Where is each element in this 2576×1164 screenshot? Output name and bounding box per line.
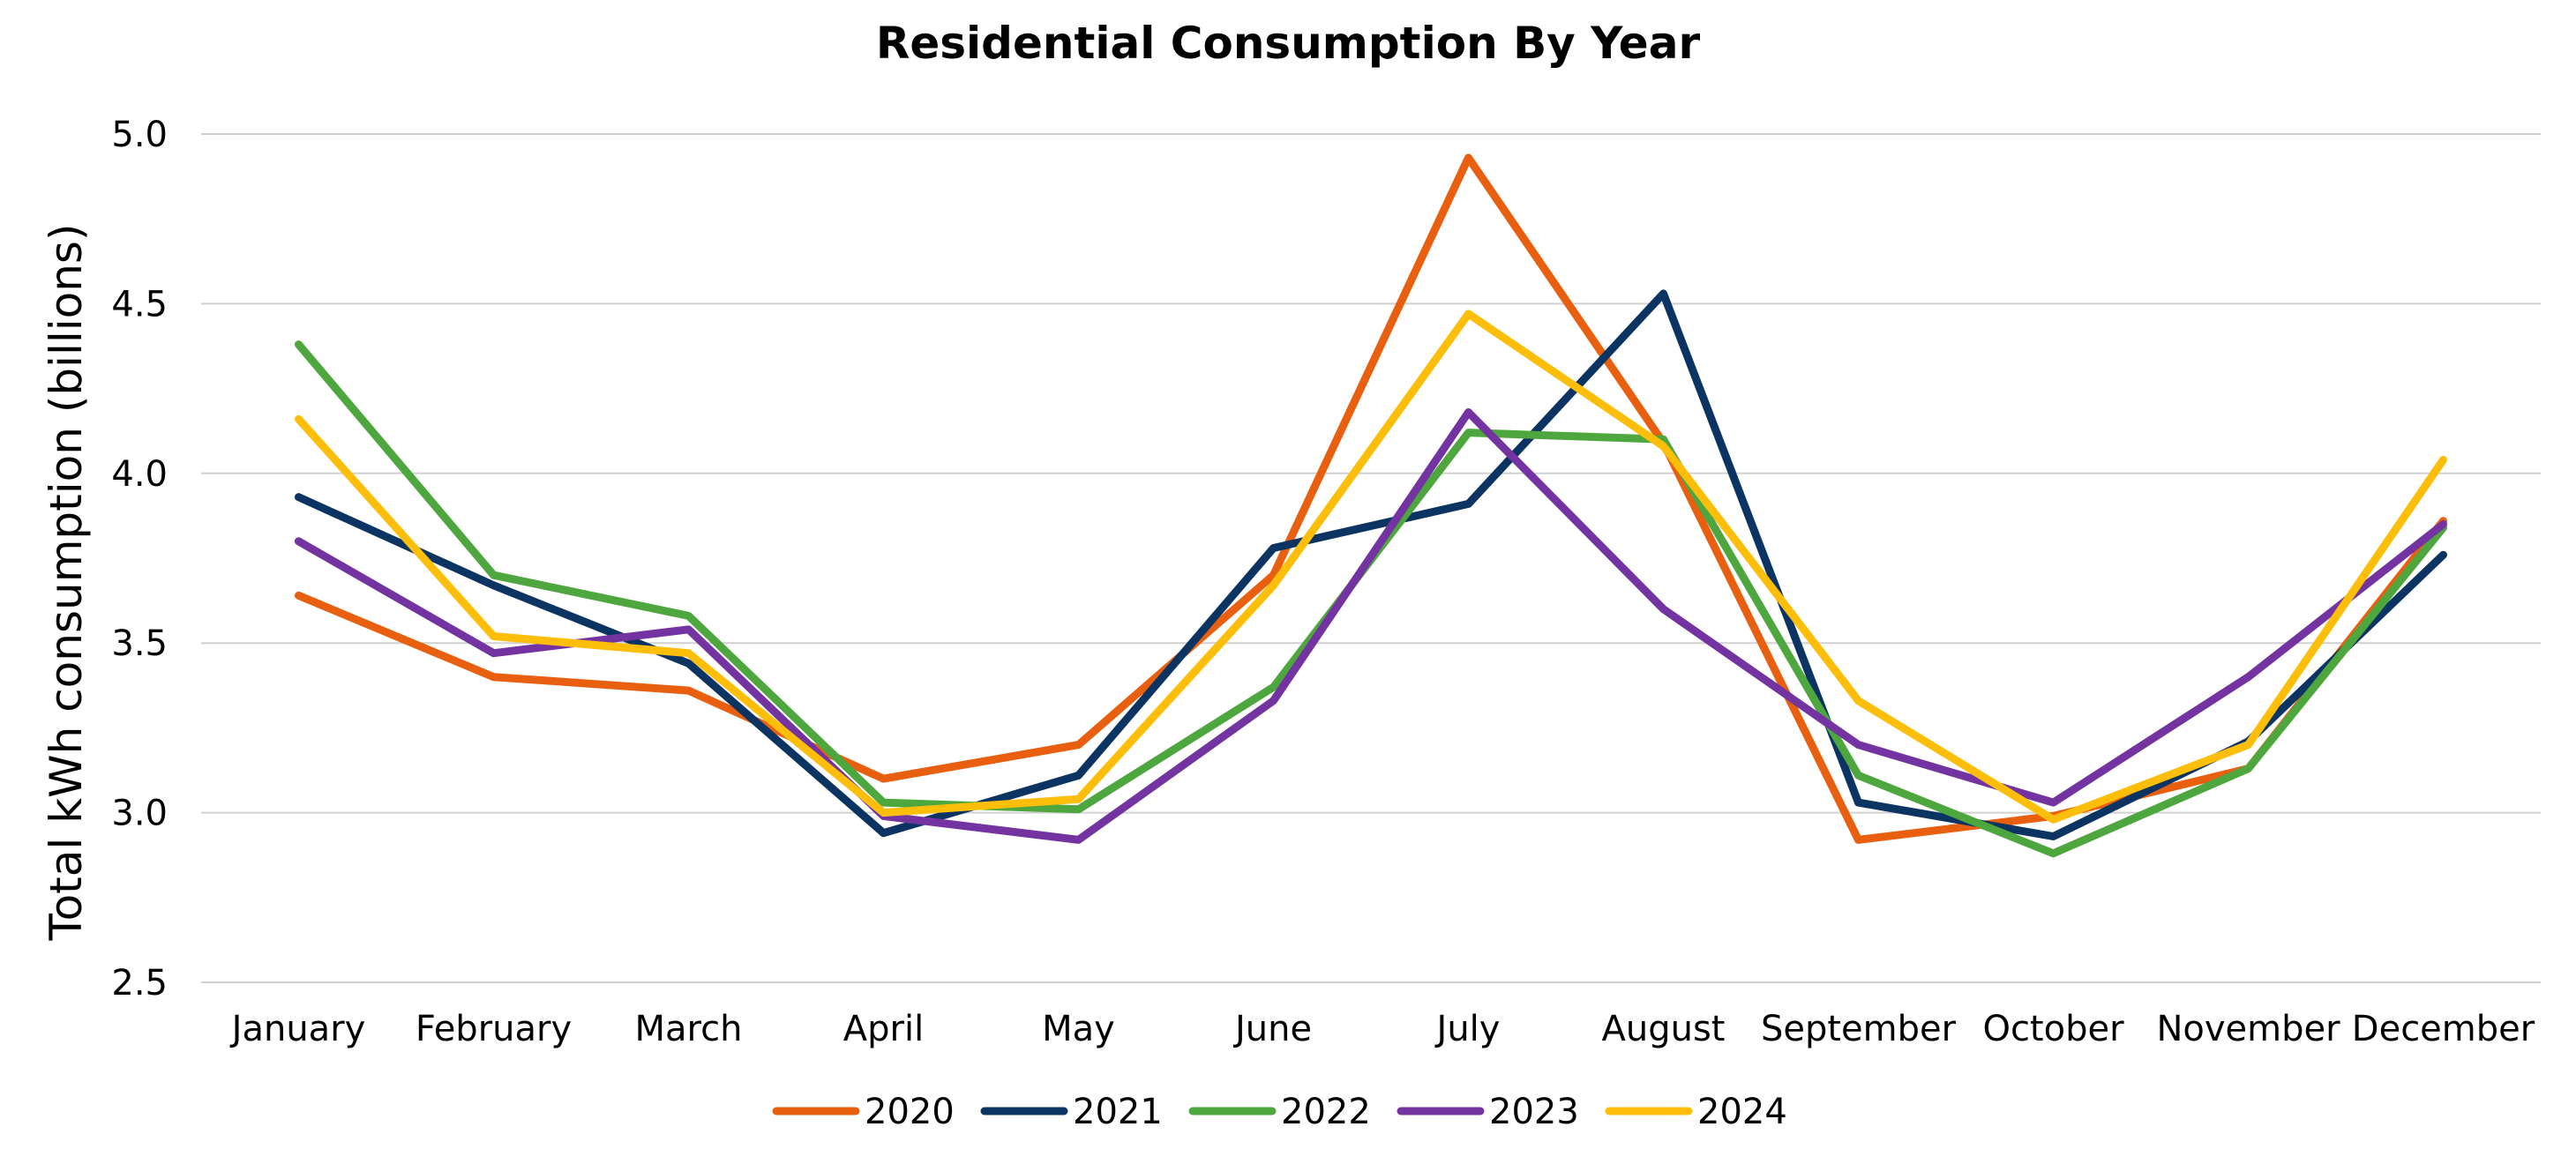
series-line-2023: [295, 408, 2447, 844]
x-tick-label: February: [416, 1009, 572, 1049]
y-axis-label: Total kWh consumption (billions): [41, 224, 92, 942]
x-tick-label: April: [843, 1009, 924, 1049]
series-line-2022: [295, 340, 2447, 858]
y-tick-label: 2.5: [111, 963, 168, 1004]
legend-label-2020: 2020: [865, 1092, 955, 1132]
x-tick-label: December: [2352, 1009, 2535, 1049]
y-axis-ticks: 2.5 3.0 3.5 4.0 4.5 5.0: [111, 115, 168, 1004]
series-line-2020: [295, 153, 2447, 844]
chart-title: Residential Consumption By Year: [876, 18, 1701, 69]
x-tick-label: October: [1982, 1009, 2124, 1049]
series-lines: [295, 153, 2447, 858]
y-tick-label: 3.5: [111, 623, 168, 664]
x-tick-label: November: [2156, 1009, 2340, 1049]
y-tick-label: 4.0: [111, 454, 168, 495]
y-tick-label: 5.0: [111, 115, 168, 155]
legend-label-2022: 2022: [1281, 1092, 1371, 1132]
series-line-2024: [295, 310, 2447, 824]
legend-label-2021: 2021: [1073, 1092, 1163, 1132]
legend-label-2023: 2023: [1489, 1092, 1579, 1132]
x-tick-label: September: [1761, 1009, 1957, 1049]
legend: 2020 2021 2022 2023 2024: [772, 1092, 1787, 1132]
x-tick-label: March: [635, 1009, 743, 1049]
y-tick-label: 3.0: [111, 794, 168, 834]
x-tick-label: August: [1602, 1009, 1726, 1049]
x-tick-label: July: [1434, 1009, 1501, 1049]
y-tick-label: 4.5: [111, 284, 168, 325]
legend-label-2024: 2024: [1697, 1092, 1787, 1132]
x-tick-label: June: [1232, 1009, 1312, 1049]
x-tick-label: January: [229, 1009, 366, 1049]
x-axis-ticks: January February March April May June July Augu…: [229, 1009, 2535, 1049]
x-tick-label: May: [1042, 1009, 1115, 1049]
